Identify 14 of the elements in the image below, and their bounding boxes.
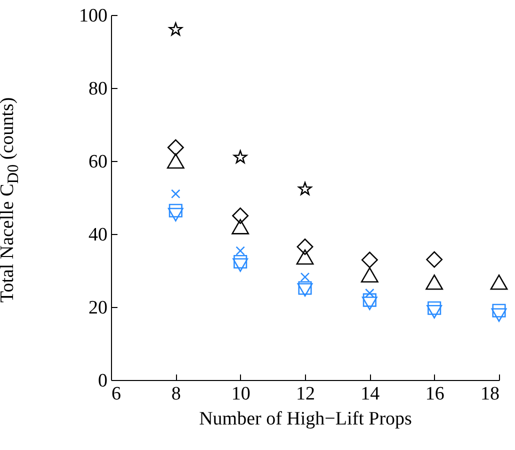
y-tick-label: 0 [98,370,108,392]
y-tick-label: 20 [88,298,108,318]
x-tick-label: 10 [231,384,250,404]
x-tick-label: 8 [171,384,181,404]
x-axis-title: Number of High−Lift Props [199,408,412,430]
x-tick-label: 18 [480,384,500,404]
x-tick-label: 6 [112,384,121,404]
y-tick-label: 60 [88,152,108,172]
x-tick-label: 12 [296,384,315,404]
y-tick-label: 40 [88,224,108,246]
x-tick-label: 14 [360,384,380,404]
x-tick-label: 16 [425,384,444,404]
y-tick-label: 80 [88,78,108,100]
y-tick-label: 100 [79,6,108,26]
